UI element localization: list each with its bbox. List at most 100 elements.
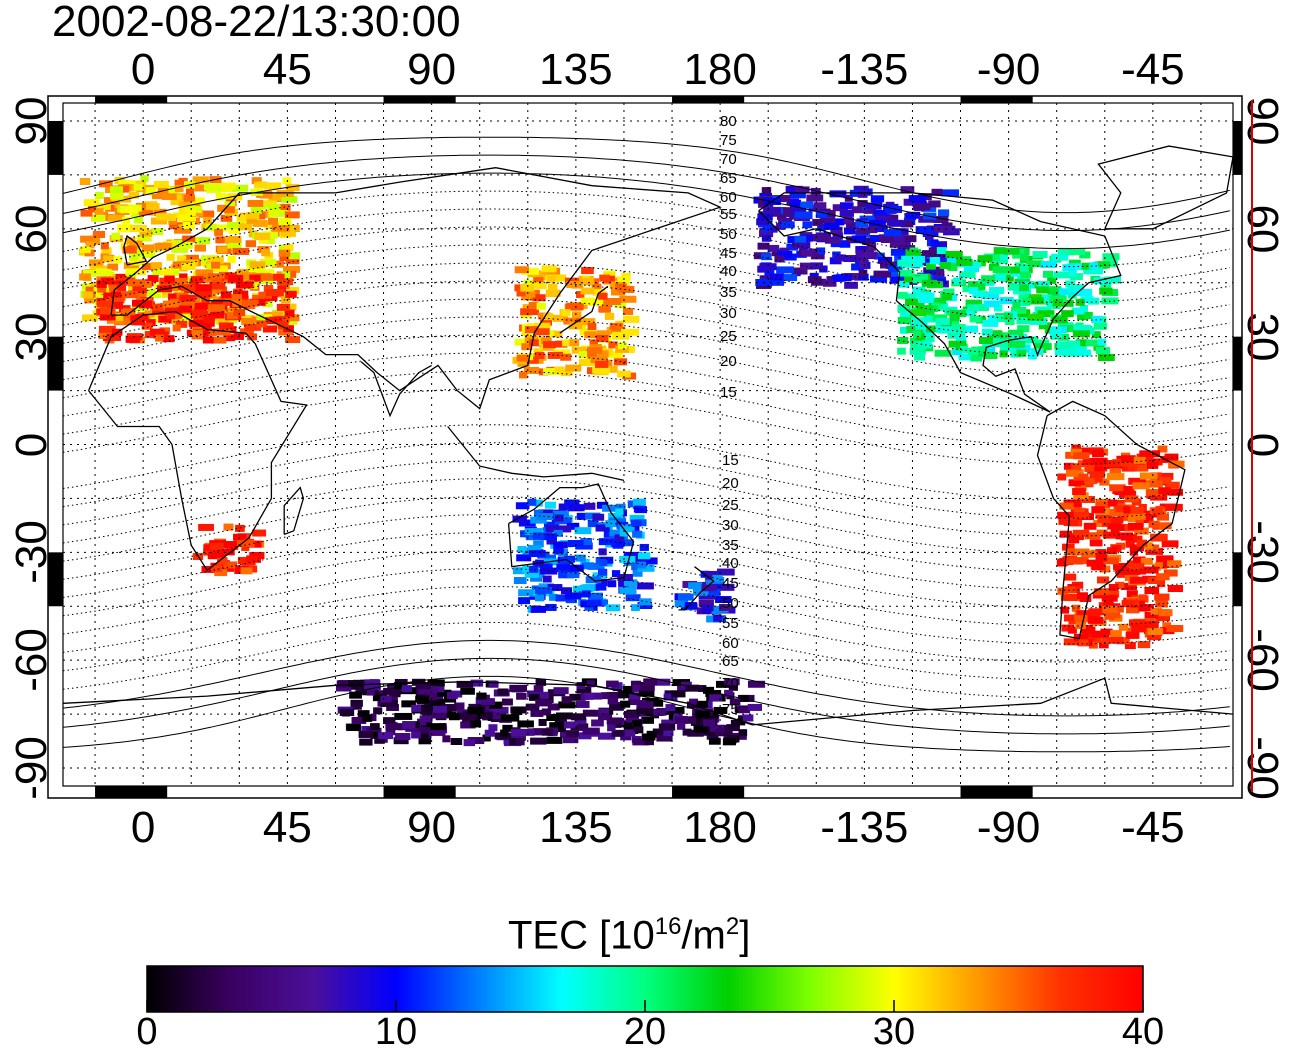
tec-cell: [1062, 543, 1075, 551]
frame-bar: [48, 552, 63, 607]
tec-cell: [123, 262, 140, 270]
tec-cell: [959, 345, 969, 353]
tec-cell: [131, 299, 145, 307]
tec-cell: [575, 700, 590, 708]
tec-cell: [1087, 616, 1104, 624]
tec-cell: [1125, 631, 1140, 639]
tec-cell: [141, 244, 154, 252]
tec-cell: [88, 205, 98, 213]
tec-cell: [98, 325, 116, 333]
tec-cell: [843, 216, 853, 224]
tec-cell: [572, 585, 582, 593]
tec-cell: [1096, 529, 1108, 537]
tec-cell: [1093, 322, 1108, 330]
tec-cell: [357, 710, 370, 718]
tec-cell: [235, 281, 253, 289]
tec-cell: [931, 188, 943, 196]
tec-cell: [560, 353, 572, 361]
tec-cell: [1068, 479, 1082, 487]
tec-cell: [109, 280, 125, 288]
tec-cell: [592, 366, 610, 374]
tec-cell: [615, 345, 629, 353]
tec-cell: [901, 260, 914, 268]
tec-cell: [1158, 477, 1172, 485]
tec-cell: [1068, 269, 1077, 277]
tec-cell: [1115, 505, 1129, 513]
tec-cell: [223, 548, 235, 556]
tec-cell: [1165, 503, 1183, 511]
contour-label: 75: [722, 701, 739, 718]
tec-cell: [467, 707, 485, 715]
tec-cell: [411, 731, 421, 739]
tec-cell: [590, 692, 603, 700]
tec-cell: [562, 339, 577, 347]
tec-cell: [982, 319, 999, 327]
tec-cell: [512, 708, 523, 716]
tec-cell: [607, 724, 616, 732]
contour-label: 30: [720, 305, 737, 322]
tec-cell: [602, 504, 620, 512]
tec-cell: [609, 322, 623, 330]
tec-cell: [84, 296, 100, 304]
tec-cell: [1159, 472, 1174, 480]
tec-cell: [636, 707, 654, 715]
tec-cell: [162, 335, 175, 343]
tec-cell: [210, 265, 228, 273]
tec-cell: [898, 280, 910, 288]
tec-cell: [278, 218, 292, 226]
tec-cell: [1059, 530, 1072, 538]
tec-cell: [614, 534, 624, 542]
tec-cell: [411, 704, 428, 712]
longitude-tick-label: 135: [539, 803, 613, 852]
tec-cell: [769, 273, 785, 281]
tec-cell: [1088, 641, 1098, 649]
tec-cell: [981, 291, 1000, 299]
tec-cell: [935, 318, 950, 326]
tec-cell: [285, 257, 300, 265]
tec-cell: [1102, 260, 1118, 268]
tec-cell: [592, 572, 607, 580]
tec-cell: [543, 341, 557, 349]
tec-cell: [166, 312, 176, 320]
contour-labels: 8075706560555045403530252015152025303540…: [720, 113, 739, 718]
tec-cell: [1058, 288, 1075, 296]
tec-cell: [595, 583, 607, 591]
tec-cell: [347, 680, 365, 688]
tec-cell: [936, 247, 947, 255]
tec-cell: [792, 241, 811, 249]
tec-cell: [543, 313, 554, 321]
tec-cell: [553, 529, 563, 537]
tec-cell: [632, 498, 646, 506]
tec-cell: [268, 193, 282, 201]
tec-cell: [429, 698, 446, 706]
tec-cell: [1071, 444, 1082, 452]
tec-cell: [1109, 509, 1125, 517]
tec-cell: [1073, 349, 1092, 357]
tec-cell: [262, 231, 279, 239]
tec-cell: [359, 738, 373, 746]
tec-cell: [868, 219, 886, 227]
tec-cell: [874, 215, 892, 223]
tec-cell: [1063, 638, 1081, 646]
tec-cell: [533, 685, 544, 693]
tec-cell: [202, 336, 214, 344]
frame-bar: [48, 120, 63, 175]
tec-cell: [110, 192, 124, 200]
tec-cell: [724, 689, 734, 697]
tec-cell: [432, 705, 448, 713]
tec-cell: [636, 582, 654, 590]
tec-cell: [984, 352, 998, 360]
tec-cell: [1139, 472, 1158, 480]
tec-cell: [239, 272, 256, 280]
tec-cell: [562, 736, 579, 744]
tec-cell: [566, 522, 580, 530]
tec-cell: [1081, 550, 1098, 558]
tec-cell: [632, 569, 643, 577]
tec-cell: [965, 299, 983, 307]
tec-cell: [534, 586, 553, 594]
tec-cell: [698, 599, 714, 607]
colorbar-title-exp1: 16: [654, 913, 682, 940]
tec-cell: [900, 186, 915, 194]
contour-line: [63, 154, 1230, 232]
tec-cell: [630, 519, 642, 527]
